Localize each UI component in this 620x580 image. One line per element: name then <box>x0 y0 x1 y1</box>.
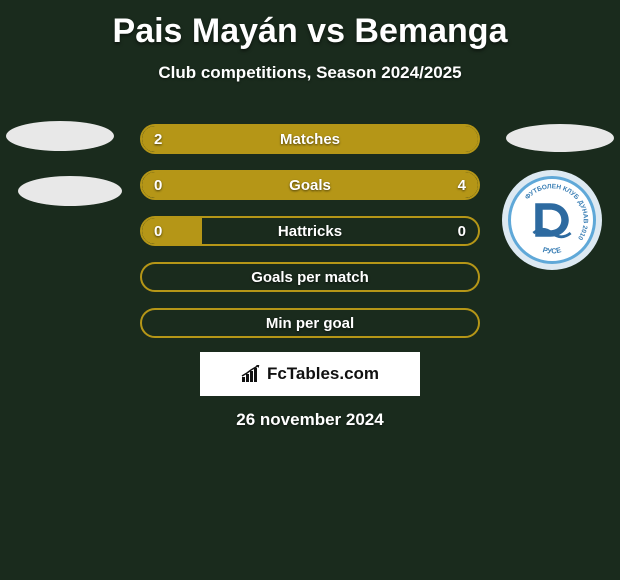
bar-value-right: 4 <box>458 172 466 198</box>
bar-label: Matches <box>142 126 478 152</box>
svg-text:ДУНАВ 2010: ДУНАВ 2010 <box>576 199 589 241</box>
club-badge-svg: ФУТБОЛЕН КЛУБ ДУНАВ 2010 РУСЕ <box>511 179 593 261</box>
subtitle: Club competitions, Season 2024/2025 <box>0 63 620 83</box>
player-left-shape-1 <box>6 121 114 151</box>
bar-value-left: 2 <box>154 126 162 152</box>
page-title: Pais Mayán vs Bemanga <box>0 0 620 51</box>
bar-value-right: 0 <box>458 218 466 244</box>
player-left-shape-2 <box>18 176 122 206</box>
stat-row-goals-per-match: Goals per match <box>140 262 480 292</box>
bar-label: Goals <box>142 172 478 198</box>
brand-box[interactable]: FcTables.com <box>200 352 420 396</box>
badge-arc-side: ДУНАВ 2010 <box>576 199 589 241</box>
stat-row-hattricks: Hattricks0 0 <box>140 216 480 246</box>
badge-arc-bottom: РУСЕ <box>542 245 563 256</box>
bar-label: Hattricks <box>142 218 478 244</box>
stat-row-goals: Goals0 4 <box>140 170 480 200</box>
player-right-shape-1 <box>506 124 614 152</box>
bar-label: Goals per match <box>142 264 478 290</box>
date-text: 26 november 2024 <box>0 410 620 430</box>
club-badge: ФУТБОЛЕН КЛУБ ДУНАВ 2010 РУСЕ <box>502 170 602 270</box>
stat-row-matches: Matches2 <box>140 124 480 154</box>
brand-text: FcTables.com <box>267 364 379 384</box>
stat-row-min-per-goal: Min per goal <box>140 308 480 338</box>
comparison-bars: Matches2Goals04Hattricks00Goals per matc… <box>140 124 480 354</box>
bar-value-left: 0 <box>154 218 162 244</box>
badge-arc-top: ФУТБОЛЕН КЛУБ <box>524 183 580 201</box>
svg-text:ФУТБОЛЕН КЛУБ: ФУТБОЛЕН КЛУБ <box>524 183 580 201</box>
bar-value-left: 0 <box>154 172 162 198</box>
svg-text:РУСЕ: РУСЕ <box>542 245 563 256</box>
bar-label: Min per goal <box>142 310 478 336</box>
bar-chart-icon <box>241 365 263 383</box>
club-badge-inner: ФУТБОЛЕН КЛУБ ДУНАВ 2010 РУСЕ <box>508 176 596 264</box>
